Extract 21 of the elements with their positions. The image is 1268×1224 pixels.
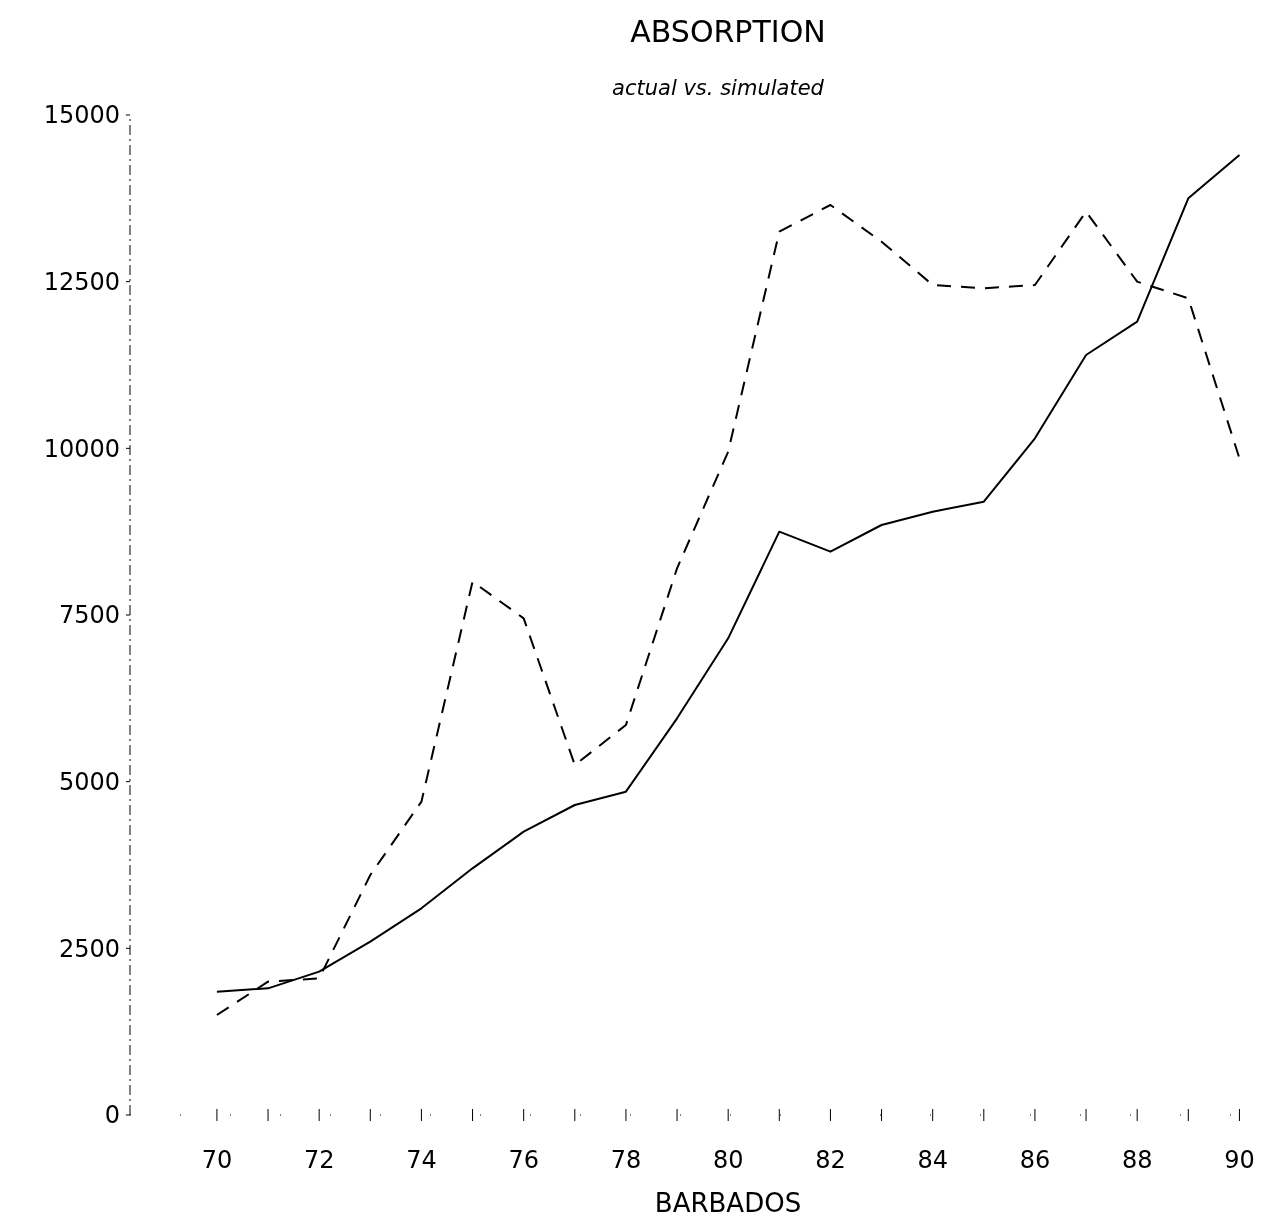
x-tick-label: 80 <box>712 1146 744 1174</box>
x-tick-label: 70 <box>201 1146 233 1174</box>
y-tick-label: 5000 <box>58 768 120 797</box>
x-tick-label: 74 <box>406 1146 437 1174</box>
y-tick-label: 0 <box>104 1101 120 1130</box>
y-tick-label: 7500 <box>58 601 120 630</box>
y-tick-label: 2500 <box>58 934 120 963</box>
chart-subtitle: actual vs. simulated <box>612 76 825 100</box>
x-tick-label: 78 <box>610 1146 642 1174</box>
y-tick-label: 10000 <box>43 434 120 463</box>
x-tick-label: 84 <box>917 1146 948 1174</box>
x-tick-label: 88 <box>1121 1146 1153 1174</box>
x-tick-label: 86 <box>1019 1146 1051 1174</box>
y-tick-label: 12500 <box>43 268 120 297</box>
x-tick-label: 72 <box>303 1146 335 1174</box>
x-tick-label: 82 <box>815 1146 846 1174</box>
y-tick-label: 15000 <box>43 101 120 130</box>
x-tick-label: 90 <box>1224 1146 1255 1174</box>
x-tick-label: 76 <box>508 1146 539 1174</box>
x-axis-title: BARBADOS <box>654 1188 802 1218</box>
chart-title: ABSORPTION <box>630 14 826 49</box>
